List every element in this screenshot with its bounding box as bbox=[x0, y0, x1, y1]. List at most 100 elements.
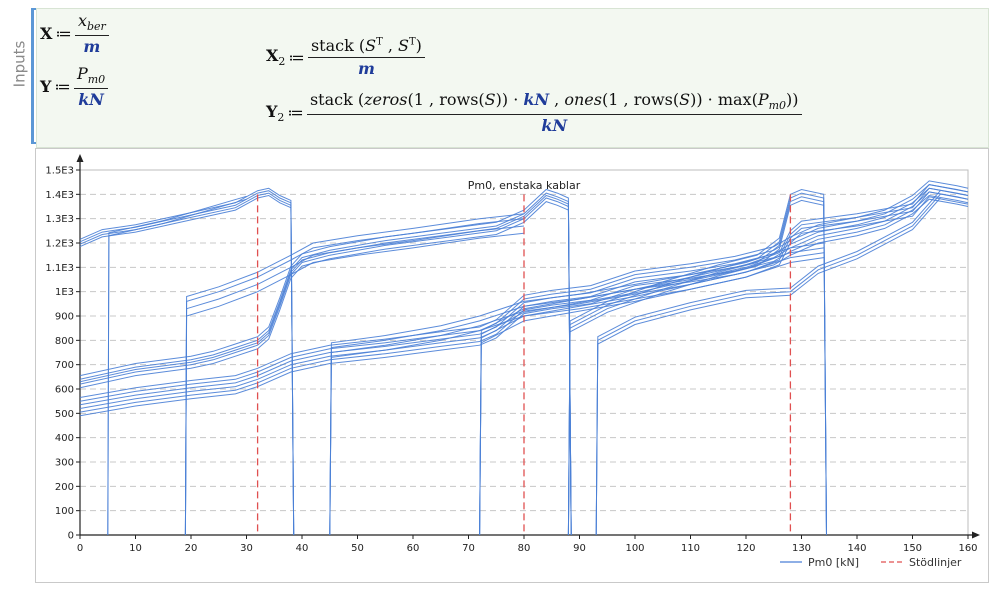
x-tick-label: 90 bbox=[573, 543, 586, 554]
series-line bbox=[567, 196, 827, 536]
x-tick-label: 40 bbox=[296, 543, 309, 554]
x-lhs: X bbox=[40, 24, 53, 44]
definition-operator: ≔ bbox=[54, 77, 71, 97]
series-line bbox=[184, 225, 525, 536]
series-line bbox=[79, 194, 969, 413]
x-tick-label: 110 bbox=[681, 543, 700, 554]
fraction-bar bbox=[74, 35, 109, 37]
series-line bbox=[79, 187, 295, 536]
y-tick-label: 1.5E3 bbox=[45, 166, 74, 177]
series-line bbox=[79, 201, 572, 536]
y-tick-label: 1.2E3 bbox=[45, 239, 74, 250]
chart-title: Pm0, enstaka kablar bbox=[468, 179, 581, 192]
series-line bbox=[79, 190, 295, 536]
x-tick-label: 120 bbox=[736, 543, 755, 554]
x-tick-label: 30 bbox=[240, 543, 253, 554]
y-tick-label: 300 bbox=[55, 458, 74, 469]
series-line bbox=[595, 193, 941, 536]
definition-operator: ≔ bbox=[288, 47, 305, 67]
series-line bbox=[567, 192, 827, 536]
x2-definition[interactable]: X2 ≔ stack (ST , ST) m bbox=[266, 36, 425, 78]
series-line bbox=[79, 192, 572, 536]
y-definition[interactable]: Y ≔ Pm0 kN bbox=[40, 64, 109, 110]
x-tick-label: 60 bbox=[407, 543, 420, 554]
y-axis-arrow bbox=[76, 154, 84, 162]
series-line bbox=[184, 218, 525, 536]
fraction-bar bbox=[306, 114, 802, 116]
x2-fraction: stack (ST , ST) m bbox=[307, 36, 425, 78]
series-line bbox=[184, 213, 525, 536]
series-line bbox=[79, 194, 295, 536]
y-tick-label: 600 bbox=[55, 385, 74, 396]
y-tick-label: 200 bbox=[55, 482, 74, 493]
region-label-text: Inputs bbox=[10, 40, 28, 88]
x-axis-arrow bbox=[972, 531, 980, 539]
fraction-bar bbox=[73, 88, 109, 90]
series-line bbox=[479, 191, 969, 536]
x2-denominator: m bbox=[357, 59, 375, 78]
x-tick-label: 80 bbox=[518, 543, 531, 554]
x2-lhs: X2 bbox=[266, 45, 286, 69]
plot-region[interactable]: 0 100 200 300 400 500 600 700 800 900 1E3 1.1E3 1.2E… bbox=[35, 148, 989, 583]
x-numerator: xber bbox=[77, 11, 106, 34]
x-definition[interactable]: X ≔ xber m bbox=[40, 11, 109, 56]
x-tick-label: 50 bbox=[351, 543, 364, 554]
y2-lhs: Y2 bbox=[266, 101, 285, 124]
series-line bbox=[107, 195, 247, 536]
y-tick-label: 1.1E3 bbox=[45, 263, 74, 274]
x-tick-label: 0 bbox=[77, 543, 83, 554]
y-tick-label: 700 bbox=[55, 360, 74, 371]
x-tick-label: 150 bbox=[903, 543, 922, 554]
series-line bbox=[595, 190, 941, 536]
x-tick-label: 20 bbox=[185, 543, 198, 554]
series-line bbox=[79, 194, 572, 536]
x-tick-label: 100 bbox=[625, 543, 644, 554]
y2-fraction: stack (zeros(1 , rows(S)) · kN , ones(1 … bbox=[306, 90, 802, 135]
fraction-bar bbox=[307, 57, 425, 58]
x2-numerator: stack (ST , ST) bbox=[310, 36, 422, 55]
series-line bbox=[79, 180, 969, 398]
y-tick-label: 500 bbox=[55, 409, 74, 420]
x-tick-label: 70 bbox=[462, 543, 475, 554]
series-line bbox=[567, 199, 827, 536]
y-tick-label: 400 bbox=[55, 433, 74, 444]
series-line bbox=[479, 187, 969, 536]
series-line bbox=[567, 188, 827, 536]
y-tick-label: 100 bbox=[55, 506, 74, 517]
region-label[interactable]: Inputs bbox=[8, 16, 30, 112]
y-tick-label: 1.4E3 bbox=[45, 190, 74, 201]
y-numerator: Pm0 bbox=[76, 64, 106, 87]
series-line bbox=[79, 184, 969, 402]
y-tick-label: 1E3 bbox=[55, 287, 74, 298]
series-line bbox=[479, 196, 969, 536]
y-lhs: Y bbox=[40, 77, 52, 97]
x-tick-label: 10 bbox=[129, 543, 142, 554]
y-tick-label: 1.3E3 bbox=[45, 214, 74, 225]
series-line bbox=[184, 232, 525, 536]
x-fraction: xber m bbox=[74, 11, 109, 57]
region-bracket[interactable] bbox=[31, 8, 39, 144]
y-tick-label: 0 bbox=[68, 531, 74, 542]
y-denominator: kN bbox=[78, 90, 104, 110]
definition-operator: ≔ bbox=[55, 24, 72, 44]
series-line bbox=[107, 198, 247, 536]
y2-definition[interactable]: Y2 ≔ stack (zeros(1 , rows(S)) · kN , on… bbox=[266, 90, 802, 135]
inputs-region bbox=[36, 8, 989, 148]
x-tick-label: 130 bbox=[792, 543, 811, 554]
legend-label-guide: Stödlinjer bbox=[909, 556, 962, 569]
series-line bbox=[79, 197, 572, 536]
x-denominator: m bbox=[83, 37, 101, 57]
y-fraction: Pm0 kN bbox=[73, 64, 109, 110]
x-tick-label: 140 bbox=[847, 543, 866, 554]
y-tick-label: 900 bbox=[55, 312, 74, 323]
series-line bbox=[329, 247, 824, 536]
y-tick-label: 800 bbox=[55, 336, 74, 347]
series-line bbox=[479, 184, 969, 536]
y2-numerator: stack (zeros(1 , rows(S)) · kN , ones(1 … bbox=[309, 90, 799, 113]
x-tick-label: 160 bbox=[958, 543, 977, 554]
series-line bbox=[595, 197, 941, 536]
line-chart[interactable]: 01002003004005006007008009001E31.1E31.2E… bbox=[36, 149, 988, 582]
legend-label-pm0: Pm0 [kN] bbox=[808, 556, 859, 569]
series-line bbox=[79, 198, 969, 417]
series-line bbox=[79, 192, 295, 536]
